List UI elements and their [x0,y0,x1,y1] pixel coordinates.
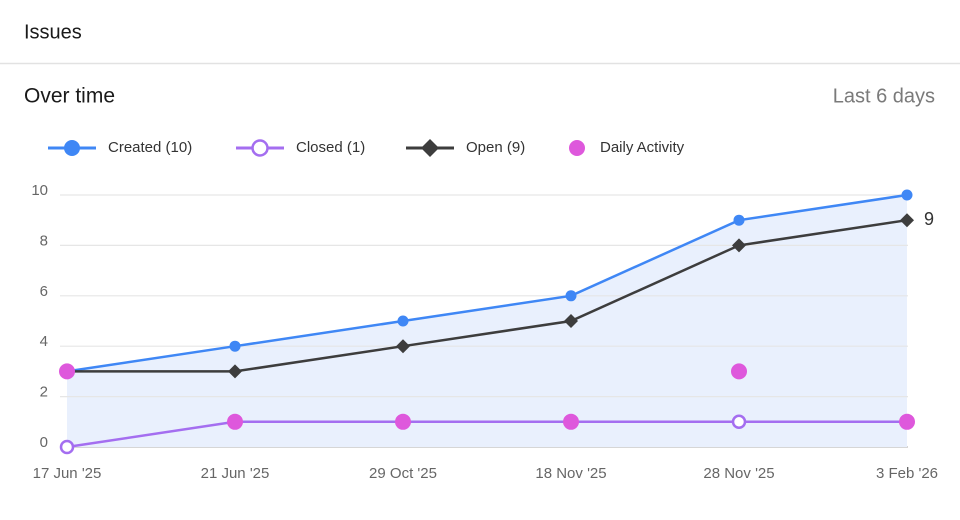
legend-label[interactable]: Closed (1) [296,139,365,156]
series-line [66,193,908,373]
marker [59,363,75,380]
marker [731,414,747,430]
legend-label[interactable]: Daily Activity [600,139,685,156]
marker [64,140,80,156]
marker [732,238,746,253]
area [67,195,907,447]
x-tick-label: 3 Feb '26 [876,465,938,482]
y-tick-label: 2 [40,384,48,401]
marker [564,314,578,328]
marker [901,189,913,201]
marker [731,363,747,380]
legend-label[interactable]: Open (9) [466,139,525,156]
marker [251,139,269,157]
legend-label[interactable]: Created (10) [108,139,192,156]
x-tick-label: 18 Nov '25 [535,465,606,482]
x-tick-label: 28 Nov '25 [703,465,774,482]
series-line [66,420,907,449]
header-title: Issues [24,21,82,43]
marker [227,413,243,430]
marker [396,339,410,354]
marker [421,139,439,157]
marker [229,340,241,352]
marker [563,413,579,430]
marker [228,364,242,379]
y-tick-label: 0 [40,434,48,451]
marker [899,413,915,430]
y-tick-label: 10 [31,182,48,199]
panel-title: Over time [24,85,115,108]
marker [59,439,75,455]
marker [733,214,745,226]
end-label: 9 [924,209,934,229]
y-tick-label: 8 [40,232,48,249]
marker [900,213,914,228]
range-label[interactable]: Last 6 days [833,85,935,107]
series-line [67,218,908,373]
marker [569,140,585,156]
y-tick-label: 6 [40,283,48,300]
x-tick-label: 21 Jun '25 [201,465,270,482]
marker [565,290,577,302]
y-tick-label: 4 [40,333,48,350]
x-tick-label: 29 Oct '25 [369,465,437,482]
x-tick-label: 17 Jun '25 [33,465,102,482]
marker [397,315,409,327]
marker [395,413,411,430]
